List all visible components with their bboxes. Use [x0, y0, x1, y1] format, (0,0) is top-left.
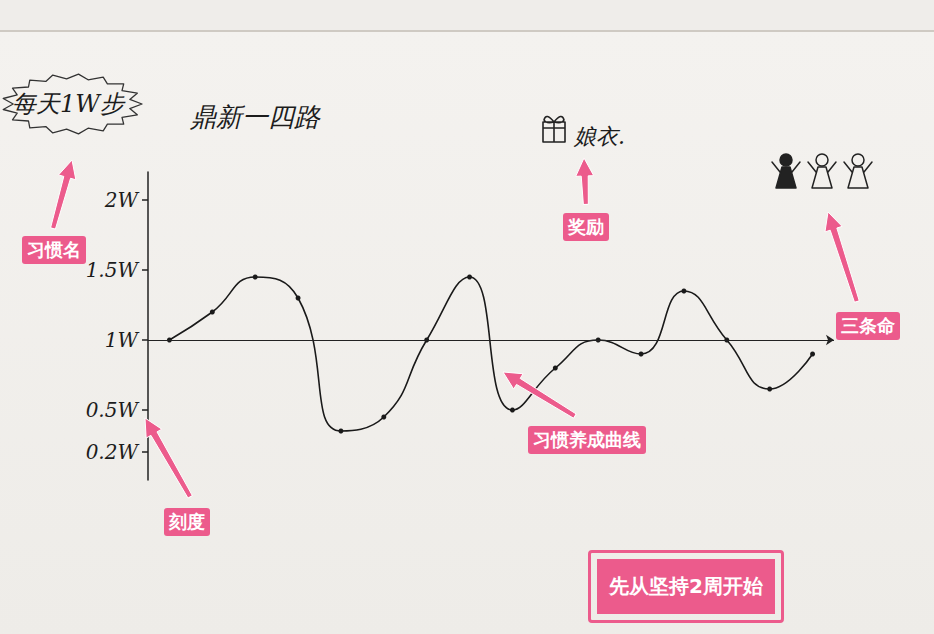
html-text:奖励: 奖励 [568, 216, 604, 237]
html-text:刻度: 刻度 [169, 511, 205, 532]
svg-text:1W: 1W [105, 328, 140, 352]
html-text:每天1W步: 每天1W步 [12, 90, 124, 118]
svg-text:0.5W: 0.5W [86, 398, 140, 422]
html-text:先从坚持2周开始: 先从坚持2周开始 [609, 574, 763, 598]
html-text:娘衣.: 娘衣. [574, 124, 625, 149]
svg-text:2W: 2W [104, 188, 140, 212]
html-text:习惯养成曲线: 习惯养成曲线 [533, 429, 641, 450]
html-text:三条命: 三条命 [841, 315, 895, 336]
svg-text:0.2W: 0.2W [86, 440, 140, 464]
html-text:习惯名: 习惯名 [27, 239, 81, 260]
html-text:鼎新一四路: 鼎新一四路 [190, 102, 320, 132]
svg-text:1.5W: 1.5W [86, 258, 140, 282]
